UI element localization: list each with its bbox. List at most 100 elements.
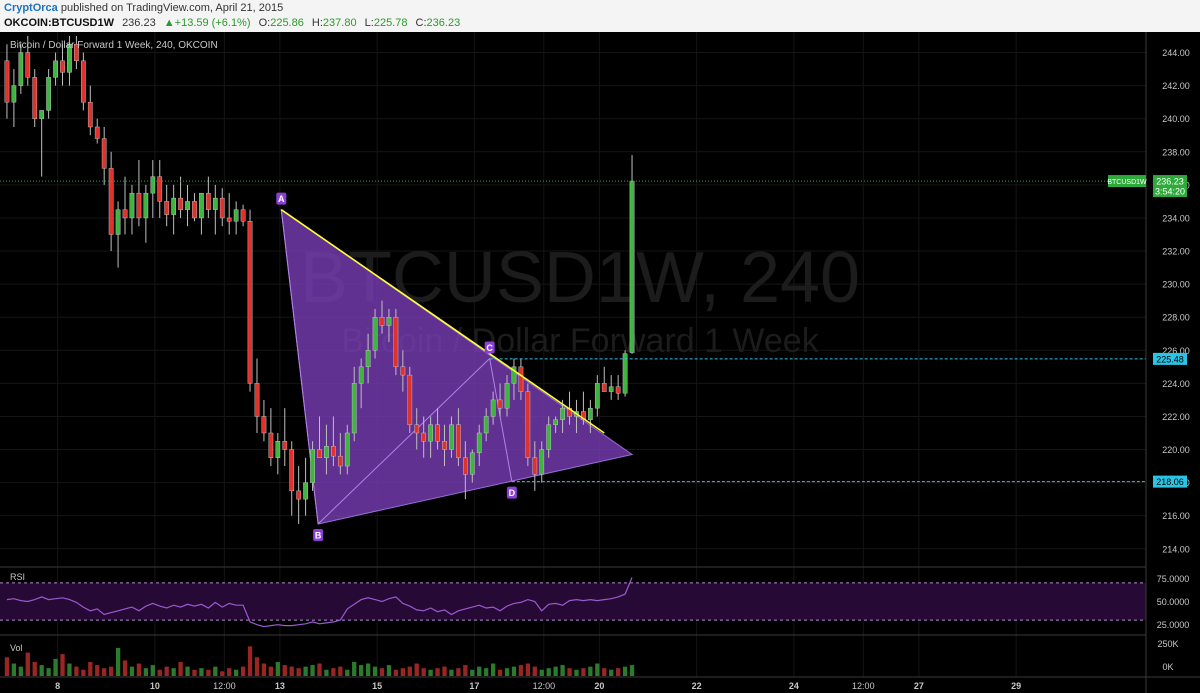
volume-bar — [511, 666, 517, 676]
candle-body — [428, 424, 433, 442]
trendline-group[interactable] — [280, 209, 605, 434]
candle-body — [60, 60, 65, 73]
volume-bar — [428, 669, 433, 676]
low-value: 225.78 — [373, 17, 408, 29]
volume-bar — [567, 668, 572, 676]
price-tick-label: 214.00 — [1162, 544, 1190, 554]
pattern-point-labels: A B C D — [276, 192, 517, 541]
candle-body — [317, 449, 322, 458]
volume-tick-label: 250K — [1157, 639, 1178, 649]
candle-body — [87, 101, 93, 128]
volume-bar — [199, 668, 204, 676]
change-text: +13.59 (+6.1%) — [174, 17, 251, 29]
candle-body — [365, 350, 371, 368]
open-label: O: — [258, 17, 271, 29]
volume-bar — [11, 663, 17, 676]
volume-bar — [629, 665, 635, 676]
candle-body — [358, 366, 364, 384]
candlestick-chart[interactable]: BTCUSD1W, 240 Bitcoin / Dollar Forward 1… — [0, 32, 1200, 693]
volume-bar — [81, 669, 86, 676]
candles — [4, 36, 635, 524]
volume-bar — [393, 669, 399, 676]
candle-body — [344, 432, 350, 467]
candle-body — [240, 209, 246, 222]
price-badge-level — [1153, 475, 1187, 488]
time-axis[interactable]: 8 10 12:00 13 15 17 12:00 20 22 24 12:00 27 29 — [55, 681, 1021, 691]
volume-bar — [456, 668, 461, 676]
horizontal-lines[interactable] — [0, 180, 1146, 483]
volume-bar — [365, 663, 371, 676]
author-link[interactable]: CryptOrca — [4, 2, 58, 14]
volume-bar — [407, 666, 412, 676]
volume-bar — [615, 668, 621, 676]
price-axis[interactable]: 244.00242.00240.00238.00236.00234.00232.… — [1107, 48, 1189, 554]
close-value: 236.23 — [426, 17, 461, 29]
rsi-tick-label: 25.0000 — [1157, 620, 1190, 630]
open-value: 225.86 — [270, 17, 304, 29]
time-tick-label: 12:00 — [213, 681, 236, 691]
candle-body — [164, 201, 170, 215]
price-tick-label: 232.00 — [1162, 247, 1190, 257]
trendline[interactable] — [280, 209, 605, 434]
volume-bar — [136, 663, 142, 676]
candle-body — [324, 446, 329, 458]
volume-bar — [192, 669, 197, 676]
rsi-line — [6, 577, 633, 628]
symbol-name[interactable]: OKCOIN:BTCUSD1W — [4, 17, 114, 29]
candle-body — [226, 217, 232, 222]
volume-bar — [115, 647, 121, 676]
candle-body — [407, 374, 413, 425]
volume-bar — [560, 665, 565, 676]
price-tick-label: 222.00 — [1162, 412, 1190, 422]
candle-body — [192, 201, 197, 219]
candle-body — [435, 424, 440, 442]
price-tick-label: 226.00 — [1162, 346, 1190, 356]
rsi-band — [0, 582, 1146, 621]
volume-bar — [463, 665, 468, 676]
time-tick-label: 22 — [692, 681, 702, 691]
candle-body — [178, 197, 183, 210]
volume-bar — [477, 666, 482, 676]
volume-bar — [25, 652, 30, 676]
price-tick-label: 240.00 — [1162, 114, 1190, 124]
volume-pane: Vol 250K 0K — [4, 639, 1179, 676]
volume-bar — [588, 666, 593, 676]
candle-body — [310, 449, 315, 483]
volume-bar — [233, 669, 239, 676]
volume-bar — [240, 666, 246, 676]
volume-bar — [352, 661, 357, 676]
volume-bar — [95, 665, 100, 676]
volume-bar — [261, 663, 267, 676]
time-tick-label: 12:00 — [852, 681, 875, 691]
volume-bar — [609, 669, 614, 676]
candle-body — [449, 424, 454, 450]
candle-body — [53, 60, 58, 78]
volume-bar — [553, 666, 558, 676]
candle-body — [629, 180, 635, 353]
volume-bar — [497, 669, 503, 676]
candle-body — [74, 44, 79, 62]
volume-bar — [67, 663, 72, 676]
volume-bar — [421, 668, 426, 676]
pattern-point-label: B — [315, 530, 322, 540]
volume-bar — [484, 668, 489, 676]
volume-bar — [185, 666, 190, 676]
candle-body — [400, 366, 406, 376]
time-tick-label: 13 — [275, 681, 285, 691]
volume-bar — [490, 663, 496, 676]
volume-bar — [504, 668, 510, 676]
candle-body — [539, 449, 545, 475]
volume-bar — [400, 668, 405, 676]
volume-bar — [539, 669, 544, 676]
price-tick-label: 228.00 — [1162, 313, 1190, 323]
candle-body — [393, 316, 399, 368]
price-badge-last — [1153, 175, 1187, 198]
candle-body — [608, 386, 614, 392]
published-text: published on TradingView.com, April 21, … — [60, 2, 284, 14]
time-tick-label: 27 — [914, 681, 924, 691]
volume-bar — [129, 666, 135, 676]
rsi-tick-label: 50.0000 — [1157, 597, 1190, 607]
volume-bar — [324, 669, 329, 676]
time-tick-label: 8 — [55, 681, 60, 691]
pattern-point-badge — [276, 192, 287, 205]
